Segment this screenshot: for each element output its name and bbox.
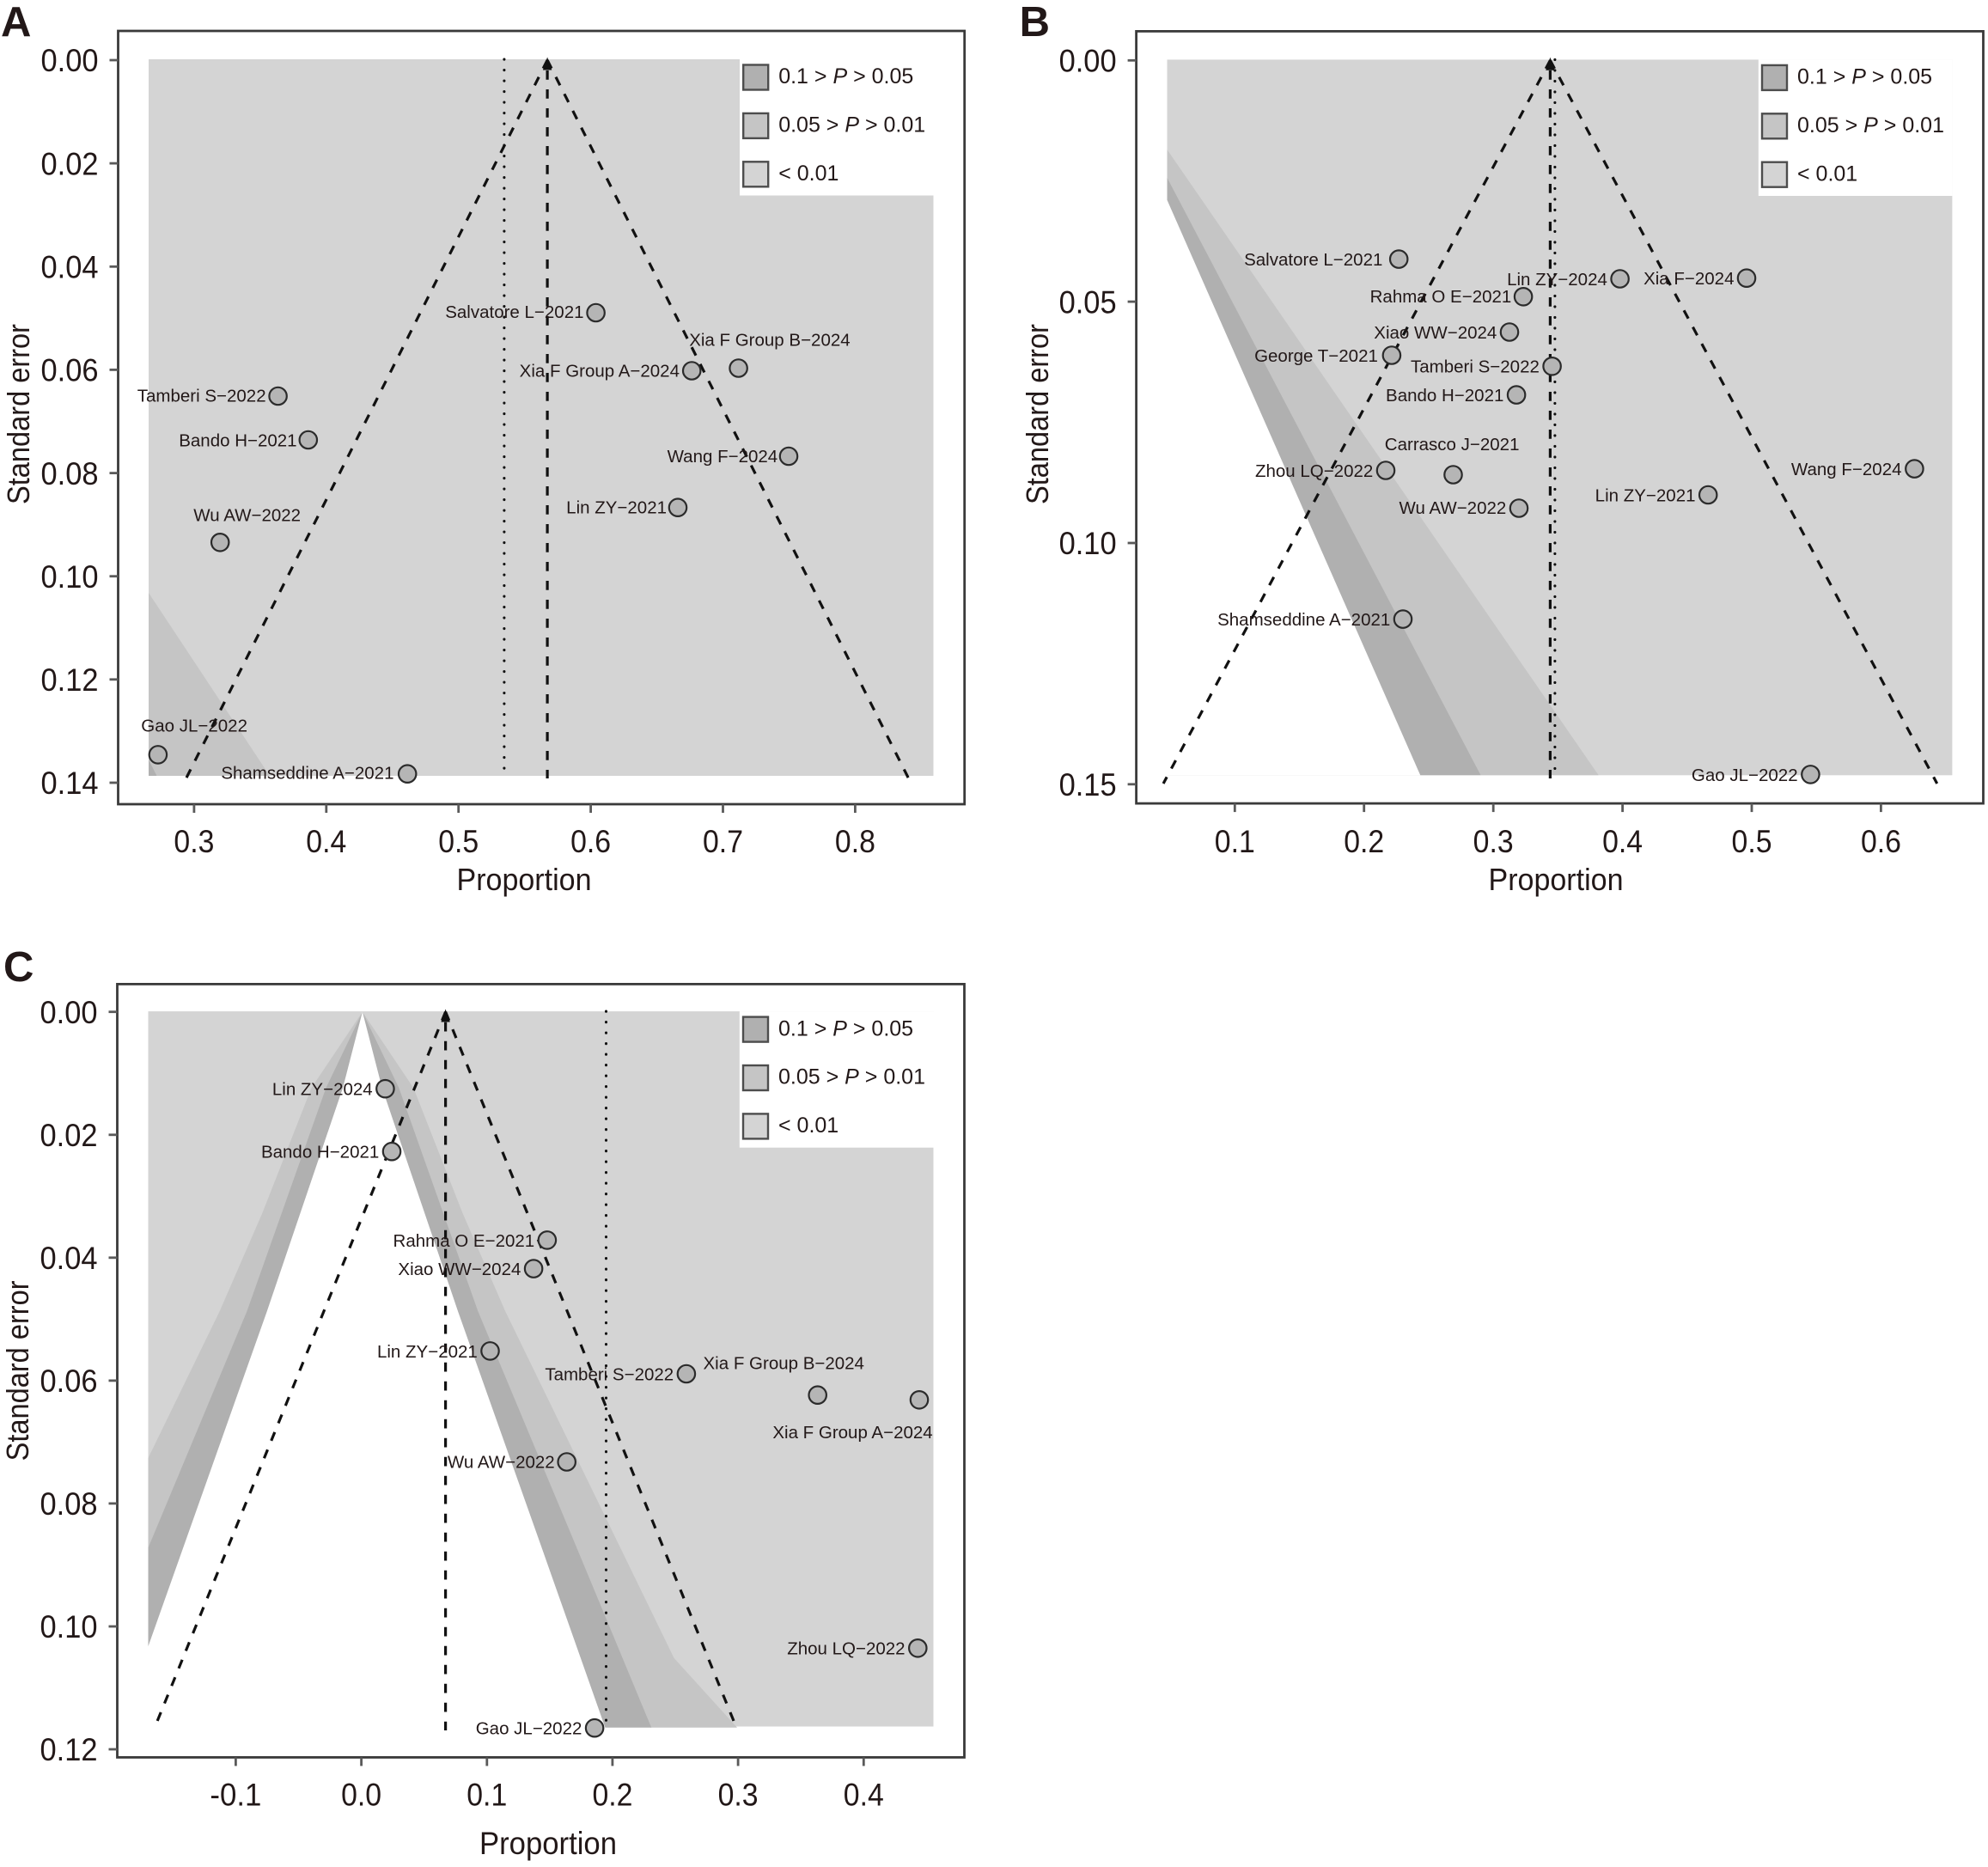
svg-text:Lin ZY−2021: Lin ZY−2021 xyxy=(1595,485,1696,505)
svg-text:0.12: 0.12 xyxy=(41,662,99,698)
svg-text:Xiao WW−2024: Xiao WW−2024 xyxy=(398,1260,521,1279)
svg-text:0.05 > P > 0.01: 0.05 > P > 0.01 xyxy=(1797,113,1944,137)
svg-text:0.3: 0.3 xyxy=(1473,824,1514,859)
svg-text:Tamberi S−2022: Tamberi S−2022 xyxy=(1411,357,1540,377)
svg-text:Gao JL−2022: Gao JL−2022 xyxy=(476,1719,582,1739)
svg-text:< 0.01: < 0.01 xyxy=(1797,162,1857,186)
svg-text:0.4: 0.4 xyxy=(1602,824,1643,859)
svg-text:Xia F Group B−2024: Xia F Group B−2024 xyxy=(704,1354,864,1374)
svg-text:0.2: 0.2 xyxy=(1344,824,1384,859)
svg-text:0.6: 0.6 xyxy=(570,824,611,859)
svg-text:0.10: 0.10 xyxy=(41,559,99,595)
svg-text:0.15: 0.15 xyxy=(1059,767,1117,802)
svg-text:0.05 > P > 0.01: 0.05 > P > 0.01 xyxy=(778,1065,925,1089)
svg-text:0.14: 0.14 xyxy=(41,766,99,801)
svg-text:Carrasco J−2021: Carrasco J−2021 xyxy=(1385,435,1520,455)
svg-text:0.7: 0.7 xyxy=(703,824,743,859)
svg-text:Proportion: Proportion xyxy=(479,1826,617,1861)
svg-text:Tamberi S−2022: Tamberi S−2022 xyxy=(545,1364,674,1384)
svg-text:Standard error: Standard error xyxy=(1020,324,1055,504)
svg-text:0.04: 0.04 xyxy=(41,249,99,284)
svg-text:0.4: 0.4 xyxy=(306,824,346,859)
svg-text:Bando H−2021: Bando H−2021 xyxy=(179,431,296,451)
svg-text:Wang F−2024: Wang F−2024 xyxy=(1791,460,1902,479)
svg-text:0.5: 0.5 xyxy=(438,824,479,859)
svg-text:0.02: 0.02 xyxy=(41,146,99,181)
svg-text:< 0.01: < 0.01 xyxy=(778,162,838,186)
svg-text:Zhou LQ−2022: Zhou LQ−2022 xyxy=(787,1639,905,1659)
svg-text:0.02: 0.02 xyxy=(40,1118,98,1153)
svg-text:0.08: 0.08 xyxy=(41,456,99,491)
svg-text:George T−2021: George T−2021 xyxy=(1254,346,1378,366)
svg-text:Gao JL−2022: Gao JL−2022 xyxy=(1692,766,1798,785)
svg-text:0.08: 0.08 xyxy=(40,1486,98,1522)
svg-text:Xiao WW−2024: Xiao WW−2024 xyxy=(1374,323,1497,343)
svg-text:0.2: 0.2 xyxy=(592,1778,632,1813)
svg-text:Proportion: Proportion xyxy=(1489,862,1624,897)
svg-text:-0.1: -0.1 xyxy=(210,1778,261,1813)
svg-text:A: A xyxy=(1,0,31,46)
svg-text:Xia F−2024: Xia F−2024 xyxy=(1643,269,1734,289)
svg-text:0.3: 0.3 xyxy=(174,824,214,859)
svg-text:0.00: 0.00 xyxy=(40,995,98,1030)
svg-text:0.4: 0.4 xyxy=(844,1778,884,1813)
svg-text:C: C xyxy=(3,944,34,991)
svg-text:Salvatore L−2021: Salvatore L−2021 xyxy=(445,302,583,322)
svg-text:Bando H−2021: Bando H−2021 xyxy=(261,1143,379,1162)
svg-text:Wang F−2024: Wang F−2024 xyxy=(668,447,778,467)
svg-text:Xia F Group A−2024: Xia F Group A−2024 xyxy=(520,362,680,381)
svg-text:0.00: 0.00 xyxy=(1059,44,1117,79)
svg-text:Wu AW−2022: Wu AW−2022 xyxy=(193,505,301,525)
svg-text:0.10: 0.10 xyxy=(40,1609,98,1644)
svg-text:0.05: 0.05 xyxy=(1059,284,1117,320)
svg-text:0.04: 0.04 xyxy=(40,1241,98,1276)
svg-text:0.8: 0.8 xyxy=(835,824,875,859)
svg-text:Zhou LQ−2022: Zhou LQ−2022 xyxy=(1255,461,1373,481)
svg-text:Gao JL−2022: Gao JL−2022 xyxy=(141,717,247,736)
svg-text:0.0: 0.0 xyxy=(341,1778,381,1813)
svg-text:Xia F Group B−2024: Xia F Group B−2024 xyxy=(689,330,850,350)
svg-text:0.12: 0.12 xyxy=(40,1732,98,1767)
svg-text:0.1 > P > 0.05: 0.1 > P > 0.05 xyxy=(778,1016,913,1040)
svg-text:< 0.01: < 0.01 xyxy=(778,1113,838,1138)
svg-text:Lin ZY−2021: Lin ZY−2021 xyxy=(377,1342,478,1362)
svg-text:Shamseddine A−2021: Shamseddine A−2021 xyxy=(1217,610,1390,630)
svg-text:0.05 > P > 0.01: 0.05 > P > 0.01 xyxy=(778,113,925,137)
svg-text:0.1: 0.1 xyxy=(467,1778,507,1813)
svg-text:0.1: 0.1 xyxy=(1215,824,1255,859)
svg-text:0.1 > P > 0.05: 0.1 > P > 0.05 xyxy=(1797,65,1932,89)
svg-text:Rahma O E−2021: Rahma O E−2021 xyxy=(393,1231,535,1251)
svg-text:Lin ZY−2024: Lin ZY−2024 xyxy=(272,1080,373,1100)
svg-text:Standard error: Standard error xyxy=(1,324,36,504)
svg-text:0.3: 0.3 xyxy=(718,1778,759,1813)
svg-text:Salvatore L−2021: Salvatore L−2021 xyxy=(1244,250,1382,270)
svg-text:0.5: 0.5 xyxy=(1732,824,1772,859)
svg-text:Rahma O E−2021: Rahma O E−2021 xyxy=(1370,287,1512,307)
svg-text:Bando H−2021: Bando H−2021 xyxy=(1386,386,1503,406)
svg-text:0.06: 0.06 xyxy=(41,353,99,388)
svg-text:0.1 > P > 0.05: 0.1 > P > 0.05 xyxy=(778,64,913,88)
svg-text:B: B xyxy=(1020,0,1050,46)
svg-text:Wu AW−2022: Wu AW−2022 xyxy=(448,1453,555,1473)
svg-text:Lin ZY−2021: Lin ZY−2021 xyxy=(566,498,667,518)
svg-text:Standard error: Standard error xyxy=(0,1280,35,1461)
svg-text:Shamseddine A−2021: Shamseddine A−2021 xyxy=(221,763,393,783)
svg-text:0.6: 0.6 xyxy=(1861,824,1901,859)
svg-text:0.06: 0.06 xyxy=(40,1364,98,1399)
svg-text:Xia F Group A−2024: Xia F Group A−2024 xyxy=(772,1423,932,1443)
svg-text:Tamberi S−2022: Tamberi S−2022 xyxy=(137,387,266,406)
svg-text:Proportion: Proportion xyxy=(457,862,592,897)
svg-text:0.00: 0.00 xyxy=(41,43,99,78)
svg-text:0.10: 0.10 xyxy=(1059,526,1117,561)
svg-text:Lin ZY−2024: Lin ZY−2024 xyxy=(1507,270,1607,290)
svg-text:Wu AW−2022: Wu AW−2022 xyxy=(1400,498,1507,518)
